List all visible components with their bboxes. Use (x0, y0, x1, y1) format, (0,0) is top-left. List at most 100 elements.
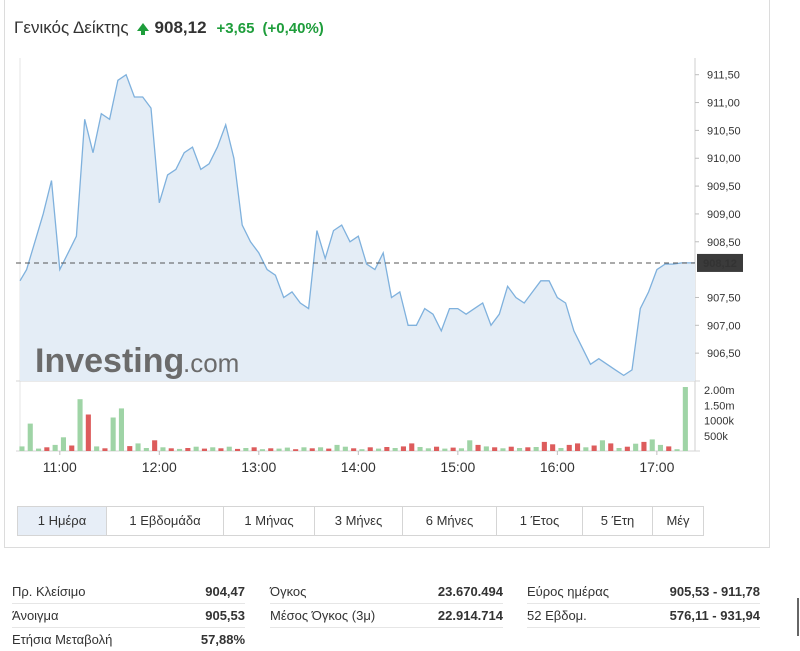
stat-value: 576,11 - 931,94 (669, 608, 760, 623)
volume-bar (657, 444, 663, 451)
x-tick-label: 15:00 (440, 459, 475, 475)
quote-header: Γενικός Δείκτης 908,12 +3,65 (+0,40%) (14, 16, 332, 40)
stat-label: Ετήσια Μεταβολή (12, 632, 113, 647)
volume-bar (682, 387, 688, 451)
volume-bar (226, 446, 232, 451)
stat-label: Εύρος ημέρας (527, 584, 609, 599)
volume-bar (168, 448, 174, 451)
y-tick-label: 910,00 (707, 153, 741, 165)
y-tick-label: 911,50 (707, 70, 740, 82)
volume-bar (152, 440, 158, 451)
volume-bar (467, 440, 473, 451)
volume-bar (541, 441, 547, 451)
price-change-percent: (+0,40%) (262, 19, 324, 37)
stat-prev-close: Πρ. Κλείσιμο 904,47 (12, 580, 245, 604)
stat-ytd-change: Ετήσια Μεταβολή 57,88% (12, 628, 245, 651)
y-tick-label: 906,50 (707, 348, 741, 360)
up-arrow-icon (136, 23, 149, 35)
volume-bar (392, 448, 398, 451)
range-button[interactable]: Μέγ (653, 507, 703, 535)
x-tick-label: 13:00 (241, 459, 276, 475)
range-button[interactable]: 1 Εβδομάδα (107, 507, 224, 535)
volume-bar (110, 417, 116, 451)
range-button[interactable]: 1 Έτος (497, 507, 583, 535)
volume-bar (483, 446, 489, 451)
volume-bar (102, 448, 108, 451)
price-chart[interactable]: Investing .com 911,50 911,00 910,50 910,00 9… (0, 0, 800, 500)
volume-bar (27, 423, 33, 451)
volume-bar (575, 443, 581, 451)
range-button[interactable]: 1 Μήνας (224, 507, 315, 535)
volume-bar (127, 446, 133, 451)
watermark-suffix: .com (183, 348, 239, 378)
volume-bar (367, 447, 373, 451)
volume-bar (591, 445, 597, 451)
x-tick-label: 17:00 (639, 459, 674, 475)
volume-bar (293, 449, 299, 451)
range-button[interactable]: 1 Ημέρα (18, 507, 107, 535)
volume-bar (160, 447, 166, 451)
volume-bar (674, 449, 680, 451)
range-button[interactable]: 3 Μήνες (315, 507, 403, 535)
x-tick-label: 11:00 (43, 459, 77, 475)
volume-tick-label: 1000k (704, 416, 734, 428)
y-tick-label: 910,50 (707, 125, 741, 137)
volume-bar (525, 447, 531, 451)
range-button[interactable]: 5 Έτη (583, 507, 653, 535)
volume-bar (342, 446, 348, 451)
volume-bar (442, 448, 448, 451)
volume-bar (85, 414, 91, 451)
volume-bar (533, 447, 539, 451)
y-tick-label: 909,50 (707, 181, 741, 193)
y-tick-label: 907,00 (707, 320, 741, 332)
stat-day-range: Εύρος ημέρας 905,53 - 911,78 (527, 580, 760, 604)
volume-bar (193, 446, 199, 451)
volume-bar (351, 448, 357, 451)
volume-bar (259, 449, 265, 451)
volume-bar (235, 448, 241, 451)
volume-bar (334, 444, 340, 451)
volume-bar (649, 439, 655, 451)
volume-bar (177, 448, 183, 451)
volume-bar (425, 448, 431, 451)
stat-value: 905,53 (205, 608, 245, 623)
price-change: +3,65 (216, 19, 255, 37)
last-price: 908,12 (154, 18, 207, 37)
stat-52-week: 52 Εβδομ. 576,11 - 931,94 (527, 604, 760, 628)
volume-bar (143, 448, 149, 451)
volume-bar (77, 399, 83, 451)
y-tick-label: 908,50 (707, 237, 741, 249)
volume-bar (118, 408, 124, 451)
y-tick-label: 907,50 (707, 292, 741, 304)
last-price-badge (697, 253, 743, 272)
volume-bar (550, 444, 556, 451)
stat-value: 57,88% (200, 632, 245, 647)
volume-bar (608, 443, 614, 451)
volume-bar (599, 440, 605, 451)
volume-bar (301, 447, 307, 451)
volume-bar (458, 448, 464, 451)
volume-bar (583, 447, 589, 451)
stat-value: 23.670.494 (437, 584, 503, 599)
volume-bar (624, 446, 630, 451)
volume-bar (276, 448, 282, 451)
volume-bar (318, 447, 324, 451)
volume-bar (359, 449, 365, 451)
volume-bar (309, 448, 315, 451)
volume-bar (376, 448, 382, 451)
edge-divider (797, 598, 799, 636)
volume-bar (36, 448, 42, 451)
stat-label: Άνοιγμα (12, 608, 59, 623)
volume-bar (434, 446, 440, 451)
volume-bar (633, 443, 639, 451)
stat-label: Πρ. Κλείσιμο (12, 584, 86, 599)
volume-bar (60, 437, 66, 451)
volume-bar (210, 447, 216, 451)
x-tick-label: 12:00 (142, 459, 177, 475)
range-button[interactable]: 6 Μήνες (403, 507, 497, 535)
volume-bar (135, 443, 141, 451)
watermark-logo: Investing .com (35, 342, 239, 380)
volume-bar (384, 447, 390, 451)
x-tick-label: 16:00 (540, 459, 575, 475)
volume-bar (19, 446, 25, 451)
